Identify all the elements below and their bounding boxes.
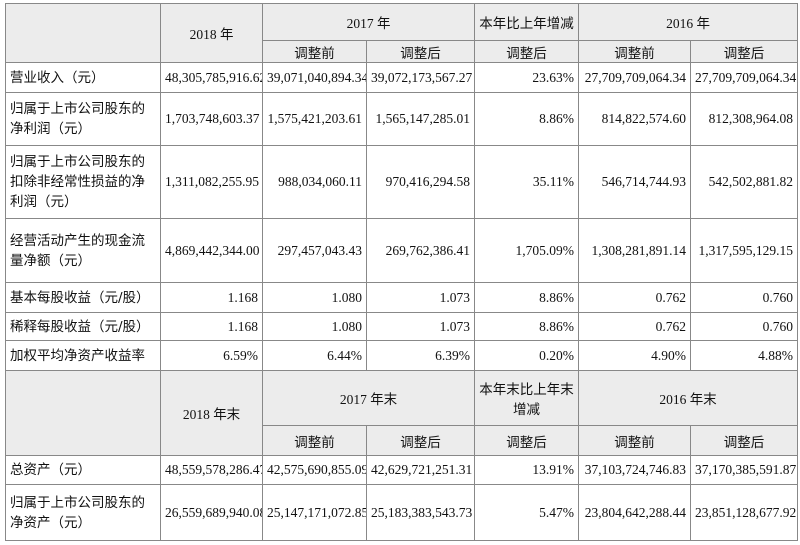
value-cell: 1,703,748,603.37 [160, 92, 263, 146]
value-cell: 970,416,294.58 [366, 145, 475, 219]
header-year: 2017 年 [262, 3, 475, 41]
value-cell: 6.44% [262, 340, 367, 371]
value-cell: 42,629,721,251.31 [366, 455, 475, 485]
header-row: 调整前 调整后 调整后 调整前 调整后 [6, 40, 798, 63]
value-cell: 1.080 [262, 282, 367, 313]
value-cell: 6.59% [160, 340, 263, 371]
data-row: 归属于上市公司股东的净利润（元） 1,703,748,603.37 1,575,42… [5, 92, 798, 146]
header-sub: 调整后 [474, 40, 579, 63]
value-cell: 25,147,171,072.85 [262, 484, 367, 541]
value-cell: 23.63% [474, 62, 579, 93]
header-year: 2017 年末 [262, 370, 475, 426]
value-cell: 42,575,690,855.09 [262, 455, 367, 485]
row-label: 稀释每股收益（元/股） [5, 312, 161, 341]
value-cell: 6.39% [366, 340, 475, 371]
value-cell: 0.760 [690, 312, 798, 341]
value-cell: 1,308,281,891.14 [578, 218, 691, 283]
row-label: 基本每股收益（元/股） [5, 282, 161, 313]
financial-table: 2018 年 2017 年本年比上年增减 2016 年调整前 调整后 调整后 调整前 调整后… [5, 3, 798, 541]
data-row: 总资产（元） 48,559,578,286.47 42,575,690,855.09… [5, 455, 798, 485]
value-cell: 4.88% [690, 340, 798, 371]
header-row: 2018 年末 2017 年末 本年末比上年末增减 2016 年末 [5, 370, 798, 456]
value-cell: 23,851,128,677.92 [690, 484, 798, 541]
header-row: 2018 年 2017 年本年比上年增减 2016 年 [5, 3, 798, 63]
data-row: 营业收入（元） 48,305,785,916.62 39,071,040,894.3… [5, 62, 798, 93]
value-cell: 1,575,421,203.61 [262, 92, 367, 146]
value-cell: 269,762,386.41 [366, 218, 475, 283]
value-cell: 0.762 [578, 312, 691, 341]
value-cell: 1.073 [366, 312, 475, 341]
value-cell: 37,103,724,746.83 [578, 455, 691, 485]
header-sub: 调整前 [262, 40, 367, 63]
row-label: 经营活动产生的现金流量净额（元） [5, 218, 161, 283]
value-cell: 8.86% [474, 282, 579, 313]
value-cell: 0.762 [578, 282, 691, 313]
value-cell: 23,804,642,288.44 [578, 484, 691, 541]
value-cell: 542,502,881.82 [690, 145, 798, 219]
header-blank [5, 3, 161, 63]
row-label: 归属于上市公司股东的净利润（元） [5, 92, 161, 146]
header-sub: 调整后 [690, 425, 798, 456]
header-sub: 调整后 [366, 40, 475, 63]
value-cell: 1,565,147,285.01 [366, 92, 475, 146]
value-cell: 4.90% [578, 340, 691, 371]
value-cell: 1,705.09% [474, 218, 579, 283]
row-label: 加权平均净资产收益率 [5, 340, 161, 371]
row-label: 归属于上市公司股东的净资产（元） [5, 484, 161, 541]
value-cell: 1.168 [160, 312, 263, 341]
header-change: 本年比上年增减 [474, 3, 579, 41]
value-cell: 13.91% [474, 455, 579, 485]
row-label: 归属于上市公司股东的扣除非经常性损益的净利润（元） [5, 145, 161, 219]
header-year: 2016 年 [578, 3, 798, 41]
value-cell: 5.47% [474, 484, 579, 541]
value-cell: 27,709,709,064.34 [578, 62, 691, 93]
value-cell: 48,305,785,916.62 [160, 62, 263, 93]
data-row: 基本每股收益（元/股） 1.168 1.080 1.073 8.86% 0.762 0.76… [5, 282, 798, 313]
data-row: 归属于上市公司股东的扣除非经常性损益的净利润（元） 1,311,082,255.9… [5, 145, 798, 219]
value-cell: 1,317,595,129.15 [690, 218, 798, 283]
value-cell: 26,559,689,940.08 [160, 484, 263, 541]
header-sub: 调整后 [474, 425, 579, 456]
data-row: 经营活动产生的现金流量净额（元） 4,869,442,344.00 297,457,… [5, 218, 798, 283]
row-label: 营业收入（元） [5, 62, 161, 93]
value-cell: 35.11% [474, 145, 579, 219]
value-cell: 48,559,578,286.47 [160, 455, 263, 485]
data-row: 归属于上市公司股东的净资产（元） 26,559,689,940.08 25,147,… [5, 484, 798, 541]
value-cell: 37,170,385,591.87 [690, 455, 798, 485]
value-cell: 8.86% [474, 312, 579, 341]
value-cell: 0.760 [690, 282, 798, 313]
value-cell: 39,071,040,894.34 [262, 62, 367, 93]
value-cell: 988,034,060.11 [262, 145, 367, 219]
value-cell: 39,072,173,567.27 [366, 62, 475, 93]
data-row: 加权平均净资产收益率 6.59% 6.44% 6.39% 0.20% 4.90% 4.88% [5, 340, 798, 371]
value-cell: 1,311,082,255.95 [160, 145, 263, 219]
header-sub: 调整前 [578, 425, 691, 456]
value-cell: 25,183,383,543.73 [366, 484, 475, 541]
header-sub: 调整前 [578, 40, 691, 63]
header-row: 调整前 调整后 调整后 调整前 调整后 [6, 425, 798, 456]
header-year: 2018 年 [160, 3, 263, 63]
header-sub: 调整前 [262, 425, 367, 456]
header-sub: 调整后 [690, 40, 798, 63]
value-cell: 8.86% [474, 92, 579, 146]
header-sub: 调整后 [366, 425, 475, 456]
value-cell: 1.168 [160, 282, 263, 313]
row-label: 总资产（元） [5, 455, 161, 485]
header-year: 2018 年末 [160, 370, 263, 456]
value-cell: 4,869,442,344.00 [160, 218, 263, 283]
value-cell: 1.080 [262, 312, 367, 341]
value-cell: 812,308,964.08 [690, 92, 798, 146]
header-year: 2016 年末 [578, 370, 798, 426]
value-cell: 297,457,043.43 [262, 218, 367, 283]
header-change: 本年末比上年末增减 [474, 370, 579, 426]
header-blank [5, 370, 161, 456]
value-cell: 546,714,744.93 [578, 145, 691, 219]
value-cell: 814,822,574.60 [578, 92, 691, 146]
value-cell: 1.073 [366, 282, 475, 313]
value-cell: 0.20% [474, 340, 579, 371]
value-cell: 27,709,709,064.34 [690, 62, 798, 93]
data-row: 稀释每股收益（元/股） 1.168 1.080 1.073 8.86% 0.762 0.76… [5, 312, 798, 341]
